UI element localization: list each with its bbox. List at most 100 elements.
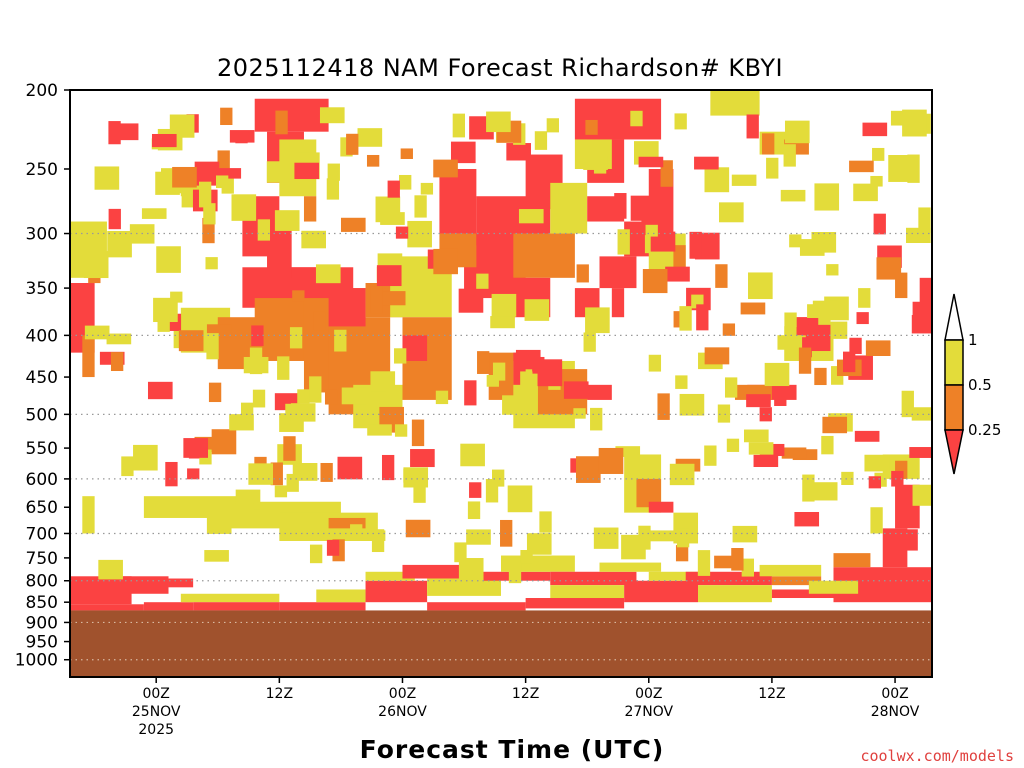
ri-cell-yellow [731, 174, 757, 186]
ri-cell-yellow [98, 559, 123, 580]
x-tick-label: 26NOV [378, 704, 427, 720]
y-tick-label: 1000 [15, 651, 58, 671]
ri-cell-red [641, 201, 654, 225]
ri-cell-yellow [780, 189, 806, 202]
ri-cell-yellow [357, 128, 383, 147]
ri-cell-yellow [748, 442, 774, 455]
ri-cell-yellow [243, 356, 269, 374]
legend-bin-orange [944, 384, 964, 431]
ri-cell-yellow [918, 207, 931, 233]
ri-cell-yellow [799, 239, 825, 256]
ri-cell-yellow [870, 175, 883, 187]
y-tick-label: 200 [26, 81, 58, 101]
ri-cell-red [759, 407, 772, 422]
ri-cell-orange [722, 323, 736, 336]
ri-cell-yellow [315, 264, 341, 284]
ri-cell-orange [513, 233, 575, 278]
ri-cell-yellow [870, 507, 883, 534]
y-tick-label: 400 [26, 326, 58, 346]
ri-cell-yellow [371, 529, 385, 553]
ri-cell-red [563, 381, 589, 399]
ri-cell-orange [346, 133, 359, 155]
y-tick-label: 850 [26, 593, 58, 613]
ri-cell-yellow [593, 527, 619, 549]
ri-cell-yellow [539, 511, 552, 533]
ri-cell-orange [110, 352, 124, 372]
ri-cell-red [893, 529, 918, 551]
ri-cell-yellow [621, 534, 646, 560]
ri-cell-red [614, 193, 627, 219]
ri-cell-yellow [741, 558, 754, 577]
ri-cell-red [746, 114, 759, 139]
ri-cell-orange [283, 436, 296, 461]
ri-cell-yellow [630, 110, 643, 127]
x-tick-label: 12Z [512, 686, 539, 702]
ri-cell-red [165, 461, 178, 487]
ri-cell-yellow [888, 155, 913, 182]
ri-cell-yellow [648, 571, 711, 581]
ri-cell-orange [411, 419, 425, 447]
ri-cell-orange [433, 248, 458, 275]
ri-cell-yellow [266, 161, 292, 183]
ri-cell-yellow [674, 113, 687, 130]
ri-cell-yellow [394, 348, 407, 364]
ri-cell-orange [781, 447, 807, 459]
legend-bin-white [944, 293, 964, 341]
time-axis: 00Z 25NOV 2025 12Z 00Z 26NOV 12Z 00Z 27NOV 12Z 00Z… [132, 677, 920, 738]
ri-cell-orange [178, 330, 204, 352]
ri-cell-yellow [180, 593, 280, 603]
ri-cell-yellow [759, 564, 822, 577]
color-legend: 1 0.5 0.25 [944, 293, 1001, 475]
legend-bin-red [944, 429, 964, 475]
ri-cell-red [279, 602, 366, 611]
ri-cell-yellow [476, 273, 489, 289]
ri-cell-yellow [435, 390, 449, 405]
ri-cell-red [328, 288, 366, 327]
ri-cell-orange [172, 166, 197, 188]
ri-cell-yellow [697, 550, 711, 576]
ri-cell-yellow [789, 234, 802, 248]
ri-cell-red [168, 578, 194, 588]
ri-cell-yellow [170, 291, 183, 303]
ri-cell-yellow [141, 208, 167, 219]
ri-cell-yellow [732, 525, 758, 543]
ri-cell-red [587, 384, 612, 400]
ri-cell-red [147, 381, 173, 400]
ri-cell-red [469, 482, 482, 498]
ri-cell-yellow [783, 144, 796, 167]
ri-cell-yellow [599, 562, 662, 572]
ri-cell-orange [82, 335, 95, 378]
x-tick-label: 25NOV [132, 704, 181, 720]
ri-cell-red [868, 476, 882, 489]
ri-cell-yellow [277, 356, 290, 380]
ri-cell-yellow [507, 485, 533, 513]
ri-cell-red [506, 143, 531, 161]
ri-cell-orange [814, 367, 827, 386]
ri-cell-yellow [94, 166, 120, 190]
y-tick-label: 950 [26, 633, 58, 653]
ri-cell-yellow [427, 578, 501, 596]
ri-cell-yellow [399, 174, 412, 190]
y-tick-label: 900 [26, 613, 58, 633]
ri-cell-yellow [853, 183, 878, 202]
ri-cell-orange [217, 150, 230, 170]
ri-cell-yellow [206, 333, 219, 360]
ri-cell-red [665, 266, 690, 282]
ri-cell-orange [500, 519, 513, 547]
ri-cell-orange [340, 217, 366, 232]
ri-cell-red [376, 265, 402, 287]
ri-cell-yellow [486, 111, 511, 133]
ri-cell-yellow [327, 163, 340, 181]
ri-cell-yellow [766, 157, 779, 179]
x-tick-label: 00Z [881, 686, 908, 702]
ri-cell-yellow [648, 354, 662, 372]
ri-cell-yellow [617, 229, 630, 255]
ri-cell-red [873, 213, 886, 235]
ri-cell-yellow [717, 404, 731, 423]
ri-cell-orange [303, 196, 317, 222]
ri-cell-orange [405, 519, 431, 538]
ri-cell-yellow [413, 485, 426, 503]
ri-cell-yellow [777, 335, 803, 350]
y-tick-label: 800 [26, 572, 58, 592]
x-tick-label: 00Z [635, 686, 662, 702]
